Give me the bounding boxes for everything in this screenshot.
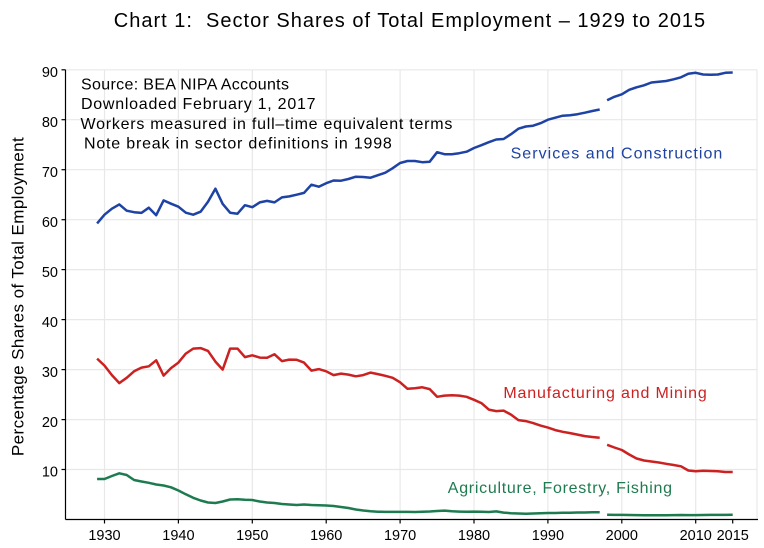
svg-text:1990: 1990 [532,528,564,544]
svg-text:10: 10 [42,465,58,481]
svg-text:40: 40 [42,315,58,331]
svg-text:1950: 1950 [236,528,268,544]
svg-text:1970: 1970 [384,528,416,544]
svg-text:2000: 2000 [606,528,638,544]
svg-text:Source: BEA NIPA Accounts: Source: BEA NIPA Accounts [81,76,289,93]
svg-text:1930: 1930 [88,528,120,544]
svg-text:1940: 1940 [162,528,194,544]
svg-text:60: 60 [42,215,58,231]
svg-text:50: 50 [42,265,58,281]
svg-text:Agriculture, Forestry, Fishing: Agriculture, Forestry, Fishing [448,480,673,497]
svg-text:Downloaded February 1, 2017: Downloaded February 1, 2017 [81,96,316,113]
svg-text:2015: 2015 [717,528,749,544]
svg-text:70: 70 [42,165,58,181]
svg-text:20: 20 [42,415,58,431]
svg-text:30: 30 [42,365,58,381]
svg-text:Manufacturing and Mining: Manufacturing and Mining [503,385,707,402]
svg-text:Services and Construction: Services and Construction [511,145,724,162]
svg-text:Workers measured in full–time: Workers measured in full–time equivalent… [81,116,454,133]
svg-text:1960: 1960 [310,528,342,544]
svg-text:1980: 1980 [458,528,490,544]
svg-text:Chart 1: Sector Shares of Tot: Chart 1: Sector Shares of Total Employme… [114,10,706,32]
svg-text:Percentage Shares of Total Emp: Percentage Shares of Total Employment [9,137,28,456]
svg-text:80: 80 [42,115,58,131]
svg-text:Note break in sector definitio: Note break in sector definitions in 1998 [84,136,393,153]
svg-text:90: 90 [42,65,58,81]
svg-text:2010: 2010 [680,528,712,544]
